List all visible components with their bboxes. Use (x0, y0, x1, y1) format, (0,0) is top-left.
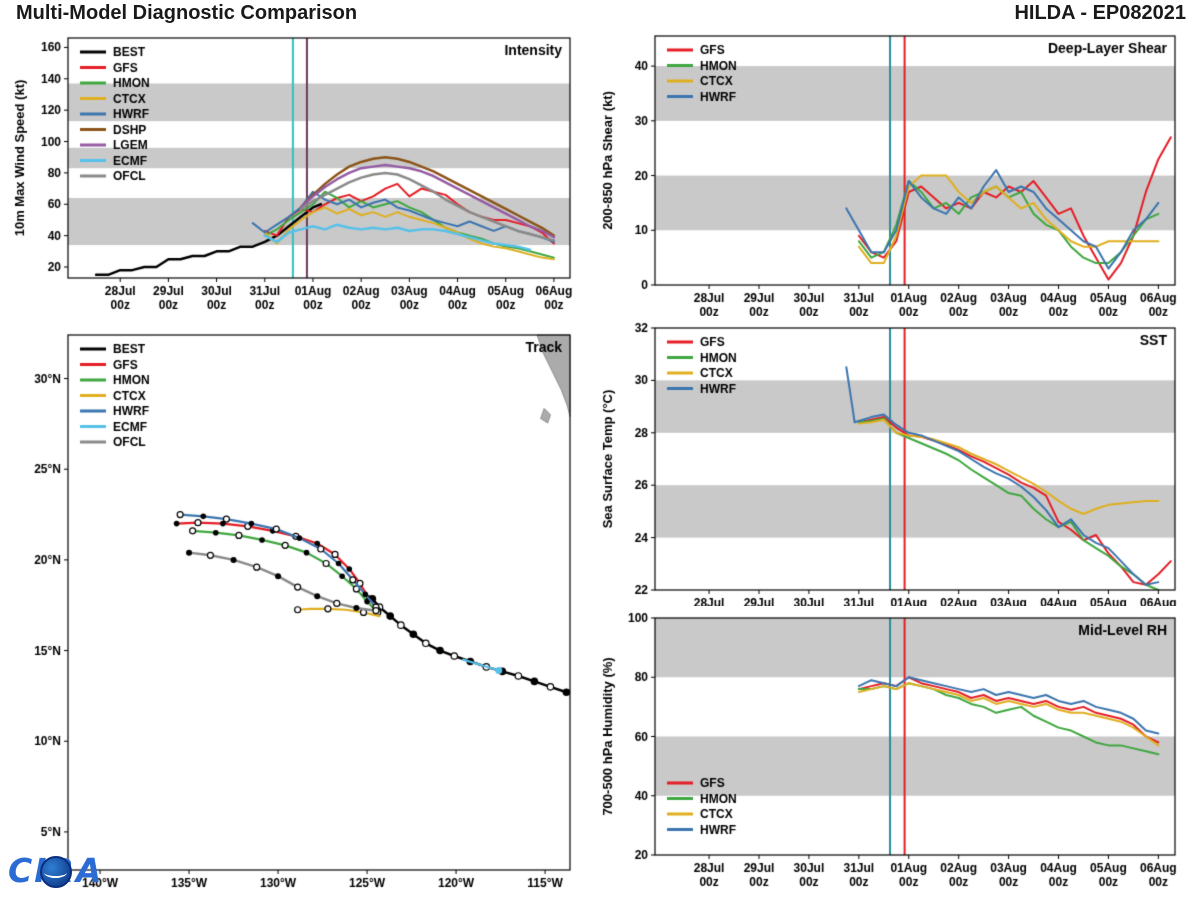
mid-level-rh-chart (598, 606, 1190, 900)
globe-icon (40, 856, 72, 888)
storm-title: HILDA - EP082021 (1014, 2, 1186, 24)
track-chart (10, 322, 590, 894)
main-title: Multi-Model Diagnostic Comparison (16, 2, 358, 24)
deep-layer-shear-chart (598, 26, 1190, 322)
intensity-chart (10, 26, 590, 318)
cira-logo: CIRA (8, 851, 128, 897)
sst-chart (598, 316, 1190, 628)
